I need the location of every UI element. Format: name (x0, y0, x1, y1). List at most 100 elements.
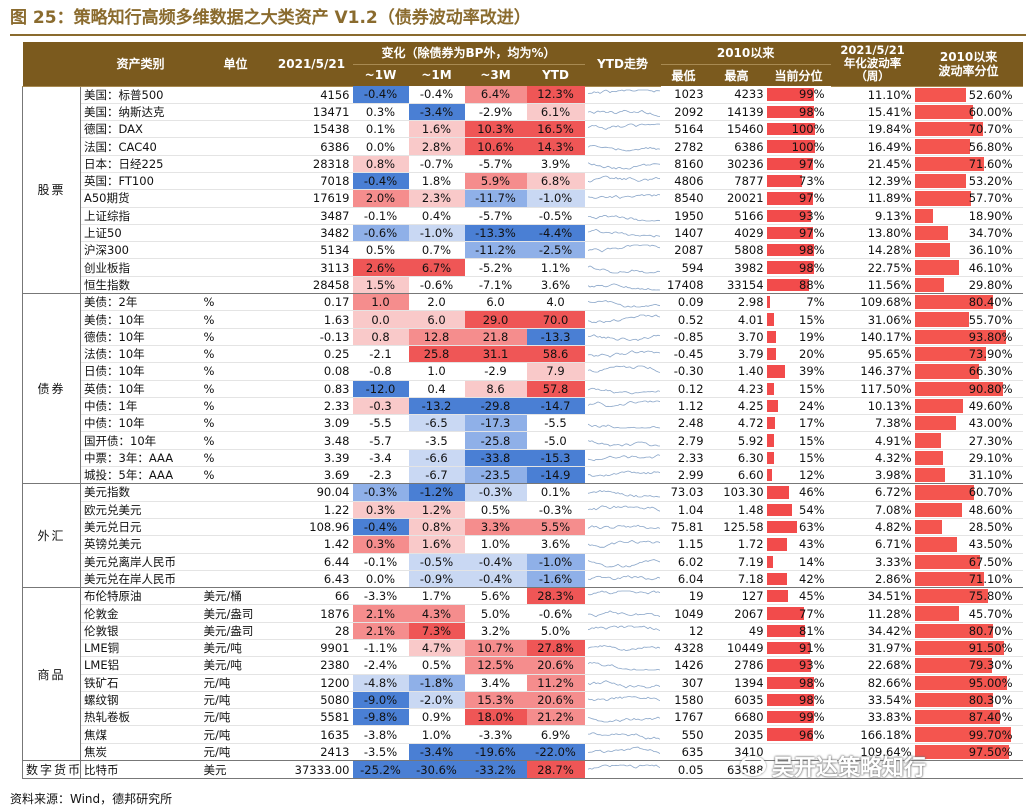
asset-unit: 美元 (200, 760, 271, 780)
vol-percentile-bar (914, 692, 993, 708)
asset-unit (200, 172, 271, 191)
change-3m: 3.2% (464, 622, 527, 641)
table-row: 债券 美债：2年% 0.17 1.0 2.0 6.0 4.0 0.09 2.98 7% 109.68… (22, 293, 1023, 485)
change-1w: 0.3% (352, 103, 409, 122)
low-since-2010: 1580 (660, 691, 707, 710)
asset-name: 铁矿石 (80, 674, 201, 692)
table-row: 数字货币 比特币 美元 37333.00 -25.2% -30.6% -33.2% 28.7%… (22, 760, 1023, 780)
change-1m: 25.8 (408, 345, 465, 364)
asset-unit: 美元/吨 (200, 639, 271, 658)
change-1m: -0.7% (408, 155, 465, 173)
asset-name: 美债：2年 (80, 293, 201, 312)
sparkline-path (587, 334, 660, 341)
table-row: 伦敦金 美元/盎司 1876 2.1% 4.3% 5.0% -0.6% 1049 2067 77%… (23, 604, 1023, 623)
vol-percentile-bar (914, 710, 1000, 725)
change-1w: 0.3% (352, 535, 409, 554)
vol-percentile-bar (914, 468, 945, 483)
asset-name: 伦敦金 (80, 604, 201, 623)
watermark: 吴开达策略知行 (772, 756, 927, 781)
sparkline-path (587, 365, 660, 374)
vol-percentile: 95.00% (968, 675, 1013, 690)
ytd-trend-cell (584, 155, 661, 173)
vol-percentile-bar (914, 571, 984, 587)
low-since-2010: -0.45 (660, 345, 707, 364)
ytd-trend-cell (584, 553, 661, 571)
latest-value: 0.17 (270, 293, 353, 312)
header-3m: ~3M (464, 64, 527, 86)
change-3m: -0.4% (464, 570, 527, 589)
asset-name: 美国：纳斯达克 (80, 103, 201, 122)
vol-percentile-bar (914, 156, 985, 171)
high-since-2010: 10449 (706, 639, 767, 658)
vol-percentile-bar (914, 502, 962, 517)
current-percentile: 42% (799, 571, 825, 586)
vol-percentile-cell: 48.60% (914, 501, 1023, 519)
sparkline-path (587, 454, 660, 462)
asset-name: 国开债：10年 (80, 431, 201, 450)
current-percentile-cell: 98% (766, 241, 831, 260)
latest-value: 1876 (270, 604, 353, 623)
change-3m: -0.4% (464, 553, 527, 571)
percentile-bar (766, 503, 793, 516)
vol-percentile-cell: 90.80% (914, 380, 1023, 398)
header-unit: 单位 (200, 42, 271, 87)
high-since-2010: 103.30 (706, 483, 767, 502)
change-3m: -7.1% (464, 276, 527, 295)
high-since-2010: 4.23 (706, 380, 767, 398)
latest-value: 5581 (270, 708, 353, 727)
change-ytd: -5.5 (526, 414, 585, 433)
change-ytd: -15.3 (526, 449, 585, 468)
ytd-sparkline (587, 162, 660, 170)
vol-percentile: 36.10% (968, 243, 1013, 258)
low-since-2010: 1.12 (660, 397, 707, 416)
percentile-bar (766, 244, 814, 257)
low-since-2010: 1407 (660, 224, 707, 243)
change-ytd: 20.6% (526, 691, 585, 710)
group-label: 外汇 (22, 483, 81, 589)
vol-percentile-bar (914, 173, 967, 189)
vol-percentile-bar (914, 243, 950, 258)
ytd-sparkline (587, 283, 660, 291)
annual-volatility: 3.33% (830, 553, 915, 571)
asset-name: 沪深300 (80, 241, 201, 260)
sparkline-path (587, 228, 660, 238)
current-percentile-cell: 54% (766, 501, 831, 519)
sparkline-path (587, 439, 660, 447)
percentile-bar (766, 642, 811, 655)
latest-value: 28 (270, 622, 353, 641)
change-ytd: -0.5% (526, 207, 585, 225)
vol-percentile: 80.40% (968, 295, 1013, 310)
vol-percentile-cell: 71.60% (914, 155, 1023, 173)
percentile-bar (766, 693, 814, 707)
asset-unit (200, 155, 271, 173)
change-ytd: 3.6% (526, 535, 585, 554)
vol-percentile-cell: 91.50% (914, 639, 1023, 658)
change-1w: 0.1% (352, 120, 409, 139)
ytd-trend-cell (584, 708, 661, 727)
vol-percentile: 71.10% (968, 571, 1013, 586)
annual-volatility: 4.32% (830, 449, 915, 468)
percentile-bar (766, 434, 774, 447)
ytd-trend-cell (584, 380, 661, 398)
percentile-bar (766, 105, 814, 119)
change-1m: 0.4 (408, 380, 465, 398)
asset-unit (200, 137, 271, 156)
change-ytd: 20.6% (526, 656, 585, 675)
current-percentile: 14% (799, 554, 825, 569)
asset-name: 英债：10年 (80, 380, 201, 398)
sparkline-path (587, 144, 660, 151)
ytd-sparkline (587, 89, 660, 94)
vol-percentile: 80.30% (968, 693, 1013, 708)
vol-percentile-bar (914, 623, 993, 638)
current-percentile-cell: 81% (766, 622, 831, 641)
sparkline-path (587, 387, 660, 395)
high-since-2010: 127 (706, 587, 767, 606)
sparkline-path (587, 109, 660, 117)
vol-percentile-bar (914, 519, 943, 535)
change-ytd: 16.5% (526, 120, 585, 139)
change-1w: -2.3 (352, 466, 409, 485)
percentile-bar (766, 451, 774, 465)
asset-unit: % (200, 293, 271, 312)
annual-volatility: 95.65% (830, 345, 915, 364)
ytd-trend-cell (584, 449, 661, 468)
